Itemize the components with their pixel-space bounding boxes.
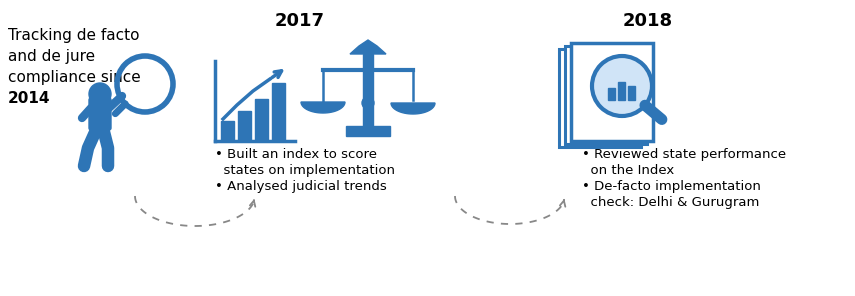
- Text: • Reviewed state performance: • Reviewed state performance: [582, 148, 786, 161]
- FancyBboxPatch shape: [571, 43, 653, 141]
- Circle shape: [89, 83, 111, 105]
- Text: compliance since: compliance since: [8, 70, 141, 85]
- Text: • Analysed judicial trends: • Analysed judicial trends: [215, 180, 386, 193]
- FancyBboxPatch shape: [565, 46, 647, 144]
- Text: check: Delhi & Gurugram: check: Delhi & Gurugram: [582, 196, 759, 209]
- Bar: [272, 83, 285, 141]
- Circle shape: [592, 56, 652, 116]
- Text: and de jure: and de jure: [8, 49, 95, 64]
- Text: 2017: 2017: [275, 12, 325, 30]
- Text: Tracking de facto: Tracking de facto: [8, 28, 139, 43]
- FancyBboxPatch shape: [89, 98, 111, 130]
- Text: 2014: 2014: [8, 91, 50, 106]
- Polygon shape: [391, 103, 435, 114]
- Bar: [628, 86, 635, 100]
- Bar: [608, 88, 615, 100]
- Text: 2018: 2018: [623, 12, 673, 30]
- Bar: [255, 99, 268, 141]
- Bar: [346, 126, 390, 136]
- Text: • Built an index to score: • Built an index to score: [215, 148, 377, 161]
- Circle shape: [362, 97, 374, 109]
- Bar: [363, 54, 373, 126]
- Bar: [221, 121, 234, 141]
- Bar: [238, 111, 251, 141]
- Bar: [618, 82, 625, 100]
- Text: on the Index: on the Index: [582, 164, 675, 177]
- Polygon shape: [350, 40, 386, 54]
- Text: states on implementation: states on implementation: [215, 164, 395, 177]
- Text: • De-facto implementation: • De-facto implementation: [582, 180, 761, 193]
- Polygon shape: [301, 102, 345, 113]
- FancyBboxPatch shape: [559, 49, 641, 147]
